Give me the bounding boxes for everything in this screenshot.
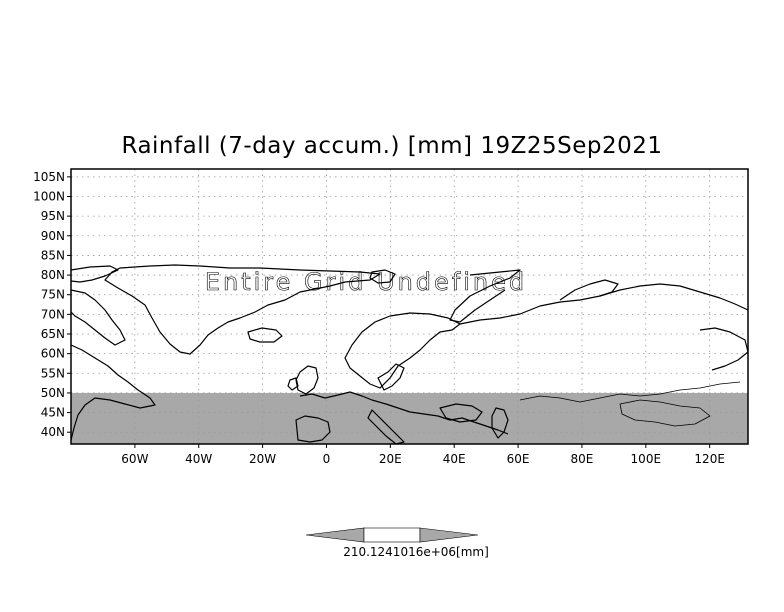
lat-tick-label: 100N	[33, 190, 65, 204]
latitude-tick-labels: 40N 45N 50N 55N 60N 65N 70N 75N 80N 85N 90N 95N 100N…	[33, 170, 71, 439]
iberia-coastline	[295, 415, 331, 443]
caspian-coastline	[491, 407, 509, 439]
colorbar-right-triangle	[419, 527, 479, 543]
undefined-data-band	[71, 392, 748, 444]
colorbar-label: 210.1241016e+06[mm]	[343, 545, 489, 559]
lat-tick-label: 95N	[41, 209, 65, 223]
lat-tick-label: 50N	[41, 386, 65, 400]
svalbard-coastline	[369, 269, 396, 284]
lat-tick-label: 40N	[41, 425, 65, 439]
colorbar: 210.1241016e+06[mm]	[305, 527, 489, 559]
british-isles-coastline	[295, 365, 319, 395]
scandinavia-coastline	[344, 312, 461, 389]
lat-tick-label: 65N	[41, 327, 65, 341]
lon-tick-label: 120E	[694, 452, 725, 466]
baffin-coastline	[70, 289, 126, 346]
baltic-coastline	[377, 363, 405, 391]
ireland-coastline	[287, 377, 299, 391]
lat-tick-label: 105N	[33, 170, 65, 184]
europe-coastline	[299, 391, 509, 435]
lat-tick-label: 55N	[41, 366, 65, 380]
grid-lines	[71, 169, 748, 444]
lat-tick-label: 90N	[41, 229, 65, 243]
lat-tick-label: 80N	[41, 268, 65, 282]
colorbar-left-triangle	[305, 527, 365, 543]
black-sea-coastline	[439, 403, 483, 423]
lon-tick-label: 40W	[185, 452, 212, 466]
okhotsk-coastline	[699, 327, 749, 371]
lon-tick-label: 80E	[571, 452, 594, 466]
labrador-coastline	[70, 344, 156, 441]
coastlines	[70, 264, 749, 445]
italy-coastline	[367, 409, 405, 445]
colorbar-center-box	[363, 527, 421, 543]
iceland-coastline	[247, 327, 283, 343]
lon-tick-label: 60W	[121, 452, 148, 466]
lat-tick-label: 70N	[41, 307, 65, 321]
undefined-grid-message: Entire Grid Undefined	[205, 268, 527, 296]
lon-tick-label: 20W	[249, 452, 276, 466]
taymyr-coastline	[559, 279, 619, 301]
mongolia-border	[619, 399, 711, 427]
lat-tick-label: 60N	[41, 347, 65, 361]
longitude-tick-labels: 60W 40W 20W 0 20E 40E 60E 80E 100E 120E	[121, 444, 725, 466]
lon-tick-label: 0	[323, 452, 331, 466]
lon-tick-label: 20E	[379, 452, 402, 466]
lat-tick-label: 85N	[41, 248, 65, 262]
asia-borders	[519, 381, 741, 403]
novaya-zemlya-coastline	[449, 269, 521, 323]
map-title: Rainfall (7-day accum.) [mm] 19Z25Sep202…	[121, 133, 663, 159]
canadian-arctic-coastline	[70, 265, 119, 283]
lon-tick-label: 100E	[631, 452, 662, 466]
lon-tick-label: 40E	[443, 452, 466, 466]
greenland-coastline	[104, 264, 381, 355]
map-frame	[70, 168, 749, 445]
lat-tick-label: 45N	[41, 406, 65, 420]
lon-tick-label: 60E	[507, 452, 530, 466]
lat-tick-label: 75N	[41, 288, 65, 302]
